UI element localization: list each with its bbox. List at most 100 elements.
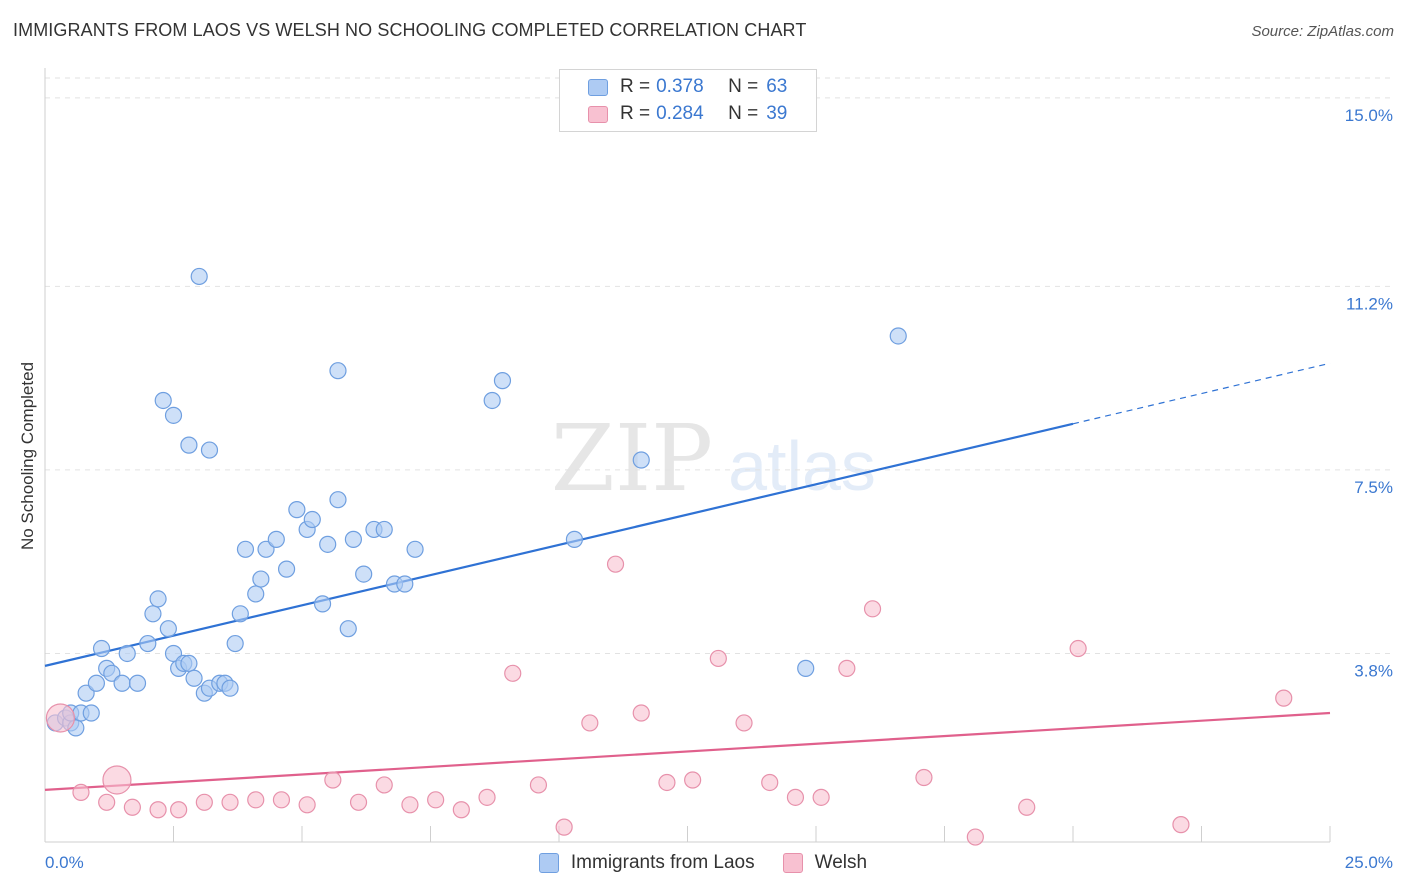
point-welsh <box>966 828 984 846</box>
trend-line-welsh <box>44 711 1331 792</box>
legend-item-welsh[interactable]: Welsh <box>782 852 867 874</box>
legend-n-label: N = <box>728 103 759 124</box>
chart-title: IMMIGRANTS FROM LAOS VS WELSH NO SCHOOLI… <box>13 20 807 40</box>
legend-r-label: R = <box>620 103 651 124</box>
point-laos <box>319 535 337 553</box>
point-laos <box>565 530 584 548</box>
point-welsh <box>529 776 548 794</box>
point-laos <box>313 595 332 613</box>
legend-item-laos[interactable]: Immigrants from Laos <box>538 852 755 874</box>
point-laos <box>339 620 357 638</box>
point-laos <box>200 441 219 459</box>
point-welsh <box>555 818 573 836</box>
point-laos <box>267 530 285 548</box>
legend-n-value: 63 <box>766 76 788 97</box>
point-welsh <box>221 793 239 811</box>
point-laos <box>329 491 347 509</box>
point-laos <box>355 565 373 583</box>
legend-swatch-laos <box>538 853 559 873</box>
y-tick-label: 11.2% <box>1346 294 1393 313</box>
point-laos <box>128 674 147 692</box>
point-laos <box>257 540 275 558</box>
point-welsh <box>324 771 342 789</box>
point-welsh <box>761 773 779 792</box>
legend-n-value: 39 <box>766 103 788 124</box>
point-laos <box>493 372 512 390</box>
point-laos <box>180 436 198 454</box>
point-laos <box>185 669 203 687</box>
point-welsh <box>98 793 116 811</box>
point-laos <box>344 530 362 548</box>
point-laos <box>247 585 265 603</box>
point-welsh <box>812 788 830 806</box>
point-laos <box>797 659 815 677</box>
point-welsh <box>606 555 625 573</box>
point-laos <box>144 605 162 623</box>
point-laos <box>103 664 121 682</box>
point-laos <box>139 634 157 653</box>
watermark-zip: ZIP <box>551 405 713 512</box>
legend-n-label: N = <box>728 76 759 97</box>
point-welsh <box>1069 639 1087 658</box>
point-laos <box>889 327 907 345</box>
legend-swatch-welsh <box>782 853 803 873</box>
legend-r-label: R = <box>620 76 651 97</box>
point-laos <box>159 620 177 638</box>
point-laos <box>87 674 106 692</box>
point-laos <box>149 590 167 608</box>
point-laos <box>329 362 347 380</box>
point-laos <box>77 684 95 702</box>
y-axis-title: No Schooling Completed <box>18 361 37 551</box>
legend-row-welsh: R = 0.284 N = 39 <box>588 103 787 125</box>
point-laos <box>236 540 255 558</box>
point-laos <box>221 679 239 697</box>
source-credit: Source: ZipAtlas.com <box>1251 23 1394 40</box>
point-laos <box>303 510 321 529</box>
point-welsh <box>349 793 368 811</box>
point-welsh <box>102 765 132 795</box>
point-welsh <box>272 791 291 809</box>
trend-line-laos <box>44 422 1074 667</box>
legend-r-value: 0.284 <box>656 103 704 124</box>
point-laos <box>288 501 306 519</box>
point-laos <box>113 674 131 692</box>
point-welsh <box>45 703 76 733</box>
point-welsh <box>1172 816 1190 834</box>
point-laos <box>483 391 501 410</box>
point-welsh <box>863 600 882 618</box>
point-welsh <box>72 783 90 801</box>
tick-labels: 3.8% 7.5% 11.2% 15.0% 0.0% 25.0% <box>45 106 1393 872</box>
point-welsh <box>838 659 856 677</box>
point-welsh <box>786 788 805 806</box>
point-welsh <box>149 801 167 819</box>
point-laos <box>252 570 270 588</box>
legend-swatch-laos <box>588 78 608 96</box>
point-welsh <box>298 796 316 814</box>
point-welsh <box>504 664 522 682</box>
point-laos <box>375 520 393 539</box>
point-welsh <box>427 791 445 809</box>
point-welsh <box>684 771 702 789</box>
point-welsh <box>401 796 419 814</box>
point-laos <box>396 575 414 593</box>
point-laos <box>164 406 183 424</box>
point-laos <box>226 634 244 653</box>
y-tick-label: 15.0% <box>1345 106 1393 125</box>
data-points <box>45 267 1293 846</box>
trend-lines <box>44 362 1331 792</box>
series-legend: Immigrants from Laos Welsh <box>0 852 1406 874</box>
y-tick-label: 3.8% <box>1354 661 1393 680</box>
point-welsh <box>247 791 265 809</box>
legend-r-value: 0.378 <box>656 76 704 97</box>
point-laos <box>82 704 100 722</box>
x-tick-label-max: 25.0% <box>1345 853 1393 872</box>
point-laos <box>277 560 296 578</box>
point-welsh <box>581 714 599 732</box>
point-laos <box>231 605 249 623</box>
point-welsh <box>1275 689 1293 707</box>
watermark-atlas: atlas <box>728 427 876 505</box>
axes <box>44 68 1331 843</box>
trend-line-laos-extension <box>1072 362 1331 425</box>
legend-row-laos: R = 0.378 N = 63 <box>588 76 787 98</box>
point-laos <box>118 644 136 663</box>
